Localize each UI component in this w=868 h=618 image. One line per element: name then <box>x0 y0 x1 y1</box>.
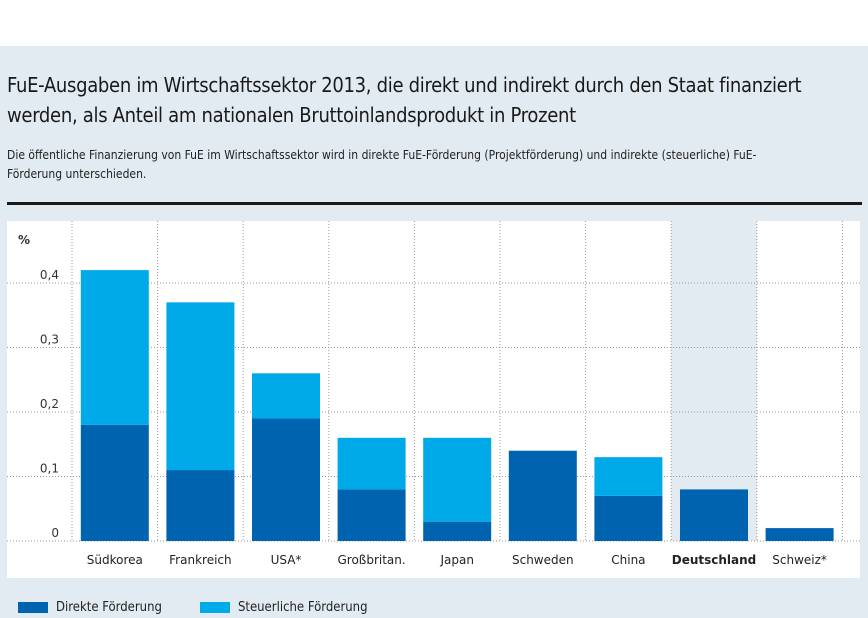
bar-direct <box>765 528 834 541</box>
chart-title: FuE-Ausgaben im Wirtschaftssektor 2013, … <box>7 73 802 127</box>
y-axis-label: % <box>18 233 30 247</box>
x-tick-label: Großbritan. <box>337 553 405 567</box>
chart-subtitle: Die öffentliche Finanzierung von FuE im … <box>7 148 757 181</box>
bar-direct <box>594 495 663 541</box>
bar-direct <box>337 489 406 541</box>
y-tick-label: 0,4 <box>40 268 59 282</box>
bar-tax <box>166 302 235 471</box>
y-tick-label: 0,1 <box>40 462 59 476</box>
bar-tax <box>337 437 406 490</box>
y-tick-label: 0 <box>51 526 59 540</box>
y-tick-label: 0,2 <box>40 397 59 411</box>
x-tick-label: China <box>611 553 645 567</box>
x-tick-label: USA* <box>271 553 302 567</box>
bar-tax <box>80 270 149 425</box>
x-tick-label: Frankreich <box>169 553 231 567</box>
bar-tax <box>594 457 663 496</box>
legend: Direkte Förderung Steuerliche Förderung <box>18 600 368 615</box>
legend-item-direct: Direkte Förderung <box>18 600 162 615</box>
bar-direct <box>252 418 320 541</box>
bar-chart: 0 0,1 0,2 0,3 0,4% Südkorea Frankreich USA* Groß… <box>7 221 860 567</box>
x-tick-label: Deutschland <box>672 553 757 567</box>
divider <box>7 202 862 205</box>
legend-swatch <box>199 602 230 613</box>
x-tick-label: Schweden <box>512 553 574 567</box>
bar-tax <box>423 437 492 522</box>
legend-swatch <box>18 602 48 613</box>
x-tick-label: Japan <box>439 553 473 567</box>
highlight-column <box>671 221 757 541</box>
bar-direct <box>423 521 492 541</box>
x-tick-label: Schweiz* <box>772 553 827 567</box>
chart-area: 0 0,1 0,2 0,3 0,4% Südkorea Frankreich USA* Groß… <box>7 221 860 578</box>
bar-direct <box>508 450 577 541</box>
bar-direct <box>166 470 235 541</box>
bar-direct <box>80 424 149 541</box>
x-tick-label: Südkorea <box>87 553 143 567</box>
legend-label: Direkte Förderung <box>56 600 162 615</box>
legend-label: Steuerliche Förderung <box>237 600 368 615</box>
bar-tax <box>252 373 320 419</box>
y-tick-label: 0,3 <box>40 333 59 347</box>
legend-item-tax: Steuerliche Förderung <box>199 600 368 615</box>
bar-direct <box>680 489 748 541</box>
